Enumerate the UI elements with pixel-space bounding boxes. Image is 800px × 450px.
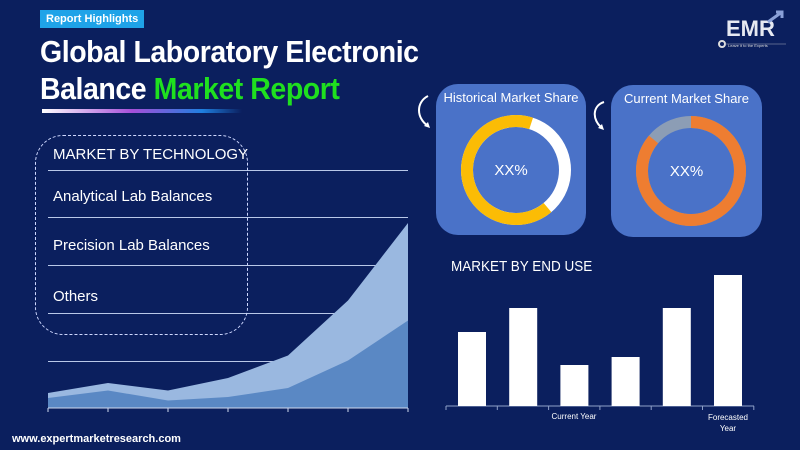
historical-donut: [460, 115, 571, 225]
end-use-title: MARKET BY END USE: [451, 258, 593, 275]
title-green: Market Report: [153, 71, 340, 106]
x-label-current: Current Year: [551, 412, 597, 421]
arrow-icon: [418, 95, 430, 128]
current-donut: [636, 116, 746, 226]
current-title: Current Market Share: [624, 91, 749, 106]
bar: [611, 357, 640, 406]
arrow-icon: [593, 101, 605, 130]
title-underline: [42, 109, 242, 113]
grid-line: [48, 265, 408, 266]
title-line2: Balance Market Report: [40, 70, 419, 107]
x-label-forecast: Forecasted Year: [707, 413, 749, 433]
donut-main: [636, 116, 746, 226]
historical-share-card: Historical Market Share XX%: [436, 84, 586, 235]
area-series-1: [48, 320, 408, 408]
bar: [662, 308, 691, 406]
title-line1: Global Laboratory Electronic: [40, 34, 419, 69]
technology-item: Others: [53, 288, 99, 305]
technology-item: Analytical Lab Balances: [53, 188, 213, 205]
report-highlights-badge: Report Highlights: [40, 10, 145, 28]
bar: [509, 308, 538, 406]
grid-line: [48, 217, 408, 218]
technology-box: [35, 135, 248, 335]
bar: [714, 275, 742, 406]
footer-url[interactable]: www.expertmarketresearch.com: [12, 433, 181, 445]
current-share-card: Current Market Share XX%: [611, 85, 762, 237]
technology-item: Precision Lab Balances: [53, 237, 210, 254]
technology-heading: MARKET BY TECHNOLOGY: [53, 146, 249, 163]
historical-title: Historical Market Share: [443, 90, 579, 105]
title-white: Balance: [40, 71, 147, 106]
page-title: Global Laboratory Electronic Balance Mar…: [40, 33, 419, 107]
svg-text:Leave it to the Experts: Leave it to the Experts: [728, 43, 768, 48]
grid-line: [48, 170, 408, 171]
bar: [560, 365, 589, 406]
donut-main: [460, 115, 571, 225]
grid-line: [48, 361, 408, 362]
emr-logo: EMR Leave it to the Experts: [716, 10, 796, 55]
historical-value: XX%: [494, 162, 528, 179]
svg-text:EMR: EMR: [726, 16, 775, 41]
current-value: XX%: [669, 163, 704, 180]
area-series-0: [48, 223, 408, 408]
bar-chart: [445, 275, 755, 410]
bar: [458, 332, 486, 406]
